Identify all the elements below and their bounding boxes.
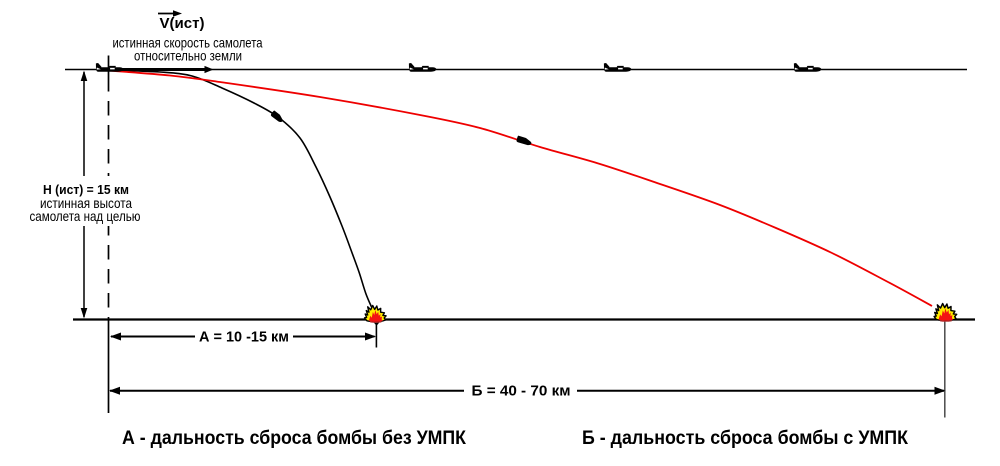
svg-text:самолета над целью: самолета над целью (30, 208, 141, 224)
svg-text:Н (ист) = 15 км: Н (ист) = 15 км (43, 183, 129, 197)
svg-text:истинная высота: истинная высота (40, 195, 132, 211)
svg-text:А - дальность сброса бомбы без: А - дальность сброса бомбы без УМПК (122, 428, 466, 449)
svg-text:V(ист): V(ист) (160, 15, 205, 32)
svg-text:Б = 40 - 70 км: Б = 40 - 70 км (472, 383, 571, 400)
svg-text:истинная скорость самолета: истинная скорость самолета (113, 35, 263, 51)
svg-text:Б - дальность сброса бомбы с У: Б - дальность сброса бомбы с УМПК (582, 428, 908, 449)
svg-text:А = 10 -15 км: А = 10 -15 км (199, 329, 289, 346)
svg-text:относительно земли: относительно земли (134, 48, 242, 64)
